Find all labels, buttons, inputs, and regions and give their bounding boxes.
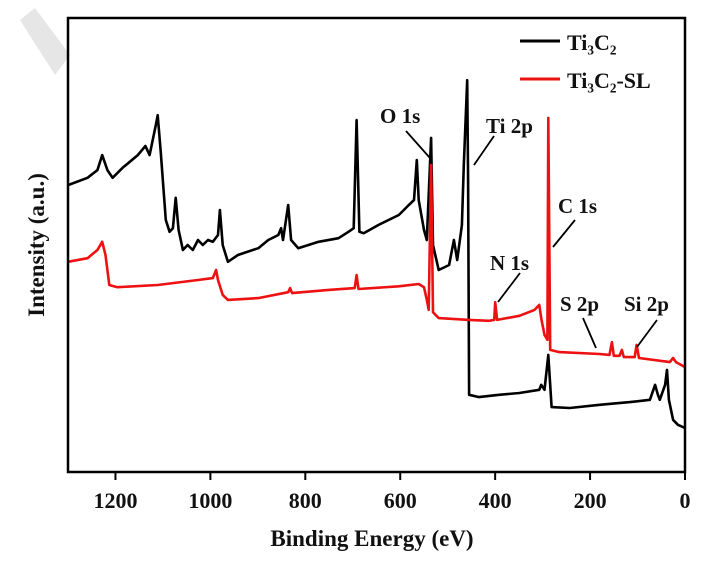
annotation-o1s: O 1s	[380, 104, 420, 128]
x-tick-label: 600	[384, 488, 417, 513]
x-tick-label: 800	[289, 488, 322, 513]
leader-o1s	[405, 130, 431, 159]
annotation-si2p: Si 2p	[624, 292, 669, 316]
x-tick-label: 1000	[188, 488, 232, 513]
annotation-ti2p: Ti 2p	[486, 114, 533, 138]
annotation-c1s: C 1s	[558, 194, 597, 218]
leader-s2p	[582, 317, 597, 349]
y-axis-label: Intensity (a.u.)	[24, 173, 49, 317]
plot-frame	[66, 16, 687, 474]
series-layer	[67, 78, 686, 430]
x-tick-label: 200	[574, 488, 607, 513]
leader-c1s	[552, 219, 576, 248]
x-ticks: 1200 1000 800 600 400 200 0	[93, 472, 691, 513]
x-axis-label: Binding Energy (eV)	[270, 526, 473, 551]
annotation-s2p: S 2p	[560, 292, 599, 316]
legend-label-ti3c2: Ti₃C₂	[567, 30, 617, 55]
legend-label-ti3c2-sl: Ti₃C₂-SL	[567, 68, 651, 93]
series-line-0	[67, 78, 686, 430]
watermark-stripe	[20, 8, 70, 75]
annotation-n1s: N 1s	[490, 251, 529, 275]
x-tick-label: 400	[479, 488, 512, 513]
legend: Ti₃C₂ Ti₃C₂-SL	[520, 30, 651, 93]
leader-si2p	[636, 319, 658, 348]
x-tick-label: 0	[680, 488, 691, 513]
leader-n1s	[497, 272, 521, 303]
peak-annotations	[405, 130, 658, 349]
leader-ti2p	[473, 135, 495, 166]
series-line-1	[67, 116, 686, 369]
x-tick-label: 1200	[93, 488, 137, 513]
